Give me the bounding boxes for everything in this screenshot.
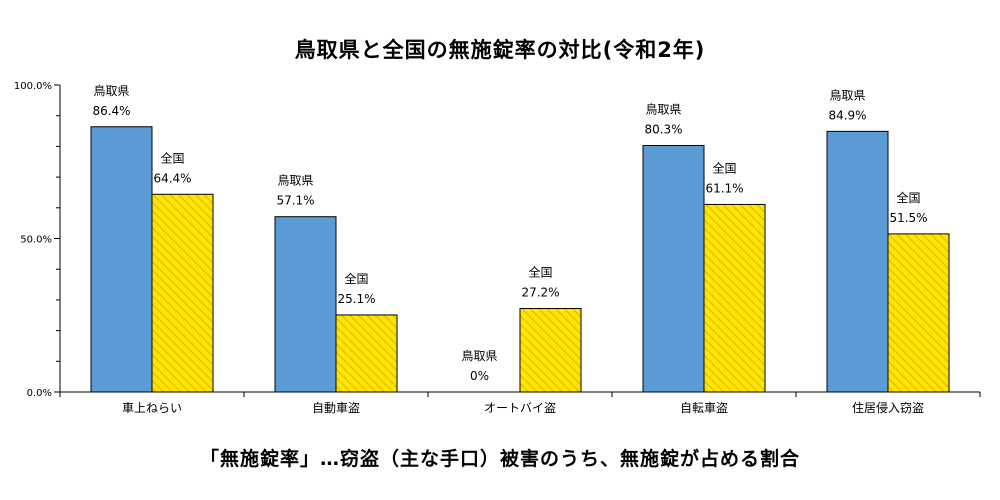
- bar-tottori: [642, 144, 705, 393]
- bar-value-label: 27.2%: [521, 285, 559, 299]
- x-category-label: 自動車盗: [312, 400, 360, 415]
- bar-value-label: 86.4%: [92, 104, 130, 118]
- bar-series-label: 鳥取県: [277, 173, 313, 188]
- x-category-label: オートバイ盗: [484, 400, 556, 415]
- bar-series-label: 鳥取県: [93, 83, 129, 98]
- bar-series-label: 全国: [896, 190, 920, 205]
- bar-tottori: [90, 126, 153, 393]
- y-tick-label: 100.0%: [14, 81, 52, 92]
- bar-value-label: 61.1%: [705, 181, 743, 195]
- bar-national: [703, 203, 766, 393]
- bar-national: [887, 233, 950, 393]
- bar-value-label: 25.1%: [337, 292, 375, 306]
- bar-series-label: 鳥取県: [645, 101, 681, 116]
- x-category-label: 車上ねらい: [122, 401, 182, 415]
- bar-value-label: 84.9%: [828, 108, 866, 122]
- bar-series-label: 全国: [344, 271, 368, 286]
- chart-caption: 「無施錠率」…窃盗（主な手口）被害のうち、無施錠が占める割合: [199, 448, 800, 470]
- bar-value-label: 57.1%: [276, 194, 314, 208]
- bar-value-label: 51.5%: [889, 211, 927, 225]
- bar-series-label: 鳥取県: [461, 348, 497, 363]
- bar-tottori: [826, 130, 889, 393]
- y-tick-label: 50.0%: [20, 235, 52, 246]
- bar-national: [335, 314, 398, 393]
- bar-series-label: 全国: [712, 160, 736, 175]
- x-category-label: 自転車盗: [680, 400, 728, 415]
- bar-value-label: 80.3%: [644, 122, 682, 136]
- bar-series-label: 全国: [160, 150, 184, 165]
- bar-tottori: [274, 216, 337, 393]
- y-tick-label: 0.0%: [27, 388, 52, 399]
- bar-value-label: 64.4%: [153, 171, 191, 185]
- bar-series-label: 全国: [528, 264, 552, 279]
- bar-value-label: 0%: [470, 369, 489, 383]
- bar-national: [519, 307, 582, 393]
- x-category-label: 住居侵入窃盗: [852, 400, 924, 415]
- chart-title: 鳥取県と全国の無施錠率の対比(令和2年): [294, 38, 706, 62]
- bar-national: [151, 193, 214, 393]
- bar-series-label: 鳥取県: [829, 87, 865, 102]
